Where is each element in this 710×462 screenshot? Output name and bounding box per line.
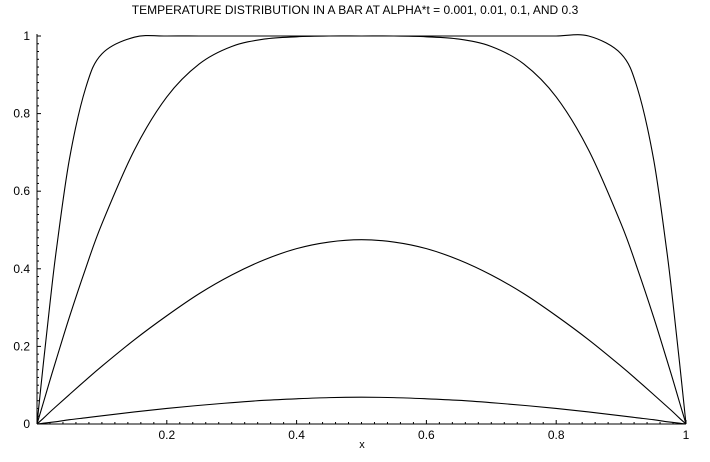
x-axis-label: x xyxy=(359,439,365,451)
x-tick-label: 0.8 xyxy=(548,428,565,442)
series-line-3 xyxy=(36,239,687,425)
axes xyxy=(36,34,687,425)
y-tick-label: 0.4 xyxy=(13,262,30,276)
series-line-1 xyxy=(36,34,687,425)
x-tick-label: 1 xyxy=(683,428,690,442)
series-lines xyxy=(36,34,687,425)
series-line-2 xyxy=(36,35,687,425)
x-tick-label: 0.4 xyxy=(288,428,305,442)
x-tick-label: 0.6 xyxy=(418,428,435,442)
x-tick-label: 0.2 xyxy=(158,428,175,442)
series-line-4 xyxy=(36,396,687,425)
y-tick-label: 1 xyxy=(23,29,30,43)
y-tick-label: 0.8 xyxy=(13,107,30,121)
chart-title: TEMPERATURE DISTRIBUTION IN A BAR AT ALP… xyxy=(131,3,579,17)
y-tick-label: 0.2 xyxy=(13,339,30,353)
tick-labels: 0.2 0.4 0.6 0.8 1 0 0.2 0.4 0.6 0.8 1 xyxy=(13,29,689,442)
y-tick-label: 0 xyxy=(23,417,30,431)
y-tick-label: 0.6 xyxy=(13,184,30,198)
